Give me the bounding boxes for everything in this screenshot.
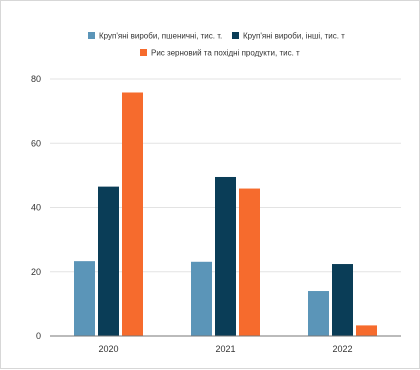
y-tick-label-0: 0 (36, 331, 41, 341)
bar-2021-series-3 (239, 188, 260, 336)
bar-2021-series-2 (215, 176, 236, 336)
bar-2022-series-2 (332, 264, 353, 336)
bar-2022-series-3 (356, 325, 377, 336)
y-axis-tick-labels: 0 20 40 60 80 (31, 74, 41, 341)
legend-label-series-2: Круп'яні вироби, інші, тис. т (243, 32, 345, 41)
y-tick-label-80: 80 (31, 74, 41, 84)
bar-2020-series-1 (74, 261, 95, 336)
bar-2021-series-1 (191, 261, 212, 336)
x-category-label-2022: 2022 (332, 344, 352, 354)
legend-label-series-3: Рис зерновий та похідні продукти, тис. т (151, 49, 300, 58)
legend: Круп'яні вироби, пшеничні, тис. т. Круп'… (88, 32, 345, 58)
y-tick-label-60: 60 (31, 138, 41, 148)
legend-label-series-1: Круп'яні вироби, пшеничні, тис. т. (99, 32, 222, 41)
x-axis-category-labels: 2020 2021 2022 (98, 344, 352, 354)
bar-2022-series-1 (308, 291, 329, 336)
x-category-label-2020: 2020 (98, 344, 118, 354)
x-category-label-2021: 2021 (215, 344, 235, 354)
legend-swatch-series-3 (140, 49, 147, 56)
y-tick-label-40: 40 (31, 203, 41, 213)
bars (74, 92, 377, 337)
y-tick-label-20: 20 (31, 267, 41, 277)
legend-swatch-series-2 (232, 32, 239, 39)
bar-2020-series-2 (98, 186, 119, 336)
bar-2020-series-3 (122, 92, 143, 337)
legend-swatch-series-1 (88, 32, 95, 39)
